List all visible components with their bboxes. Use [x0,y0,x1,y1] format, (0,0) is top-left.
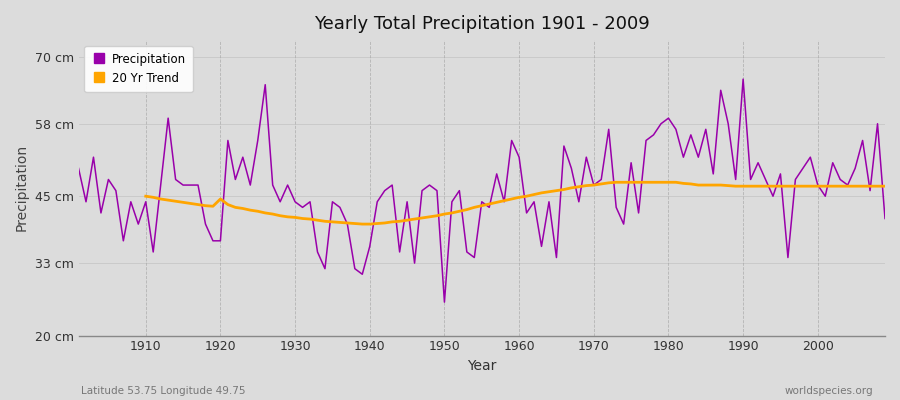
X-axis label: Year: Year [467,359,497,373]
Legend: Precipitation, 20 Yr Trend: Precipitation, 20 Yr Trend [85,46,193,92]
Text: worldspecies.org: worldspecies.org [785,386,873,396]
Y-axis label: Precipitation: Precipitation [15,144,29,232]
Title: Yearly Total Precipitation 1901 - 2009: Yearly Total Precipitation 1901 - 2009 [314,15,650,33]
Text: Latitude 53.75 Longitude 49.75: Latitude 53.75 Longitude 49.75 [81,386,246,396]
